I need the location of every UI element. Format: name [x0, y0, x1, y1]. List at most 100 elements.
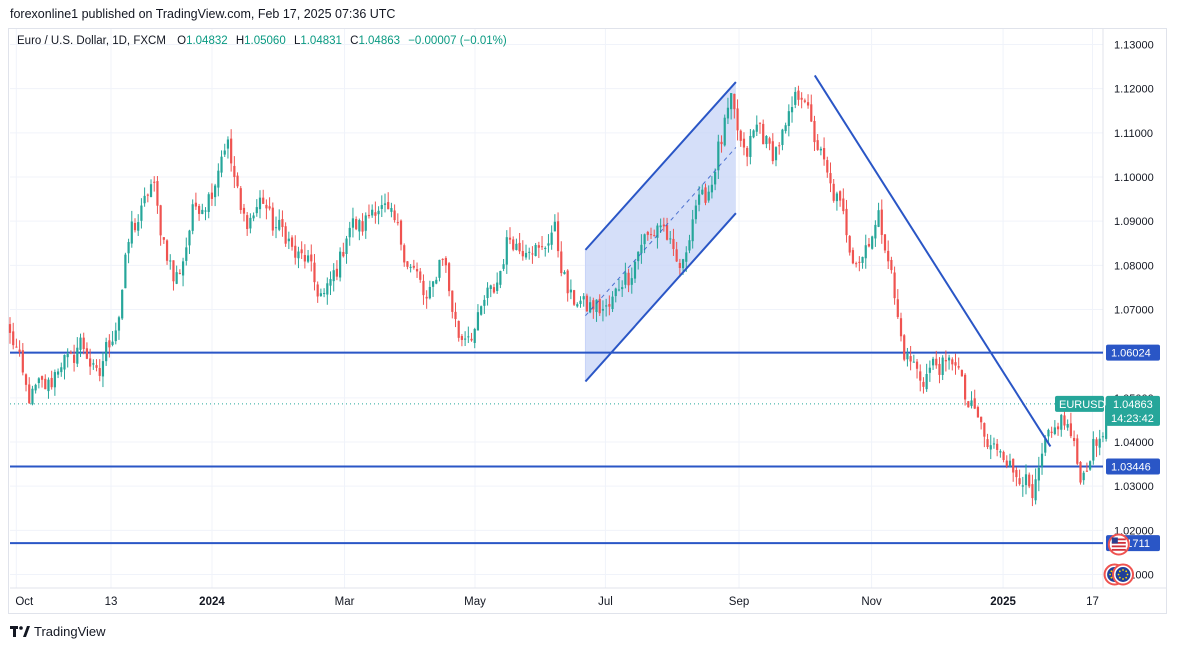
grid — [10, 29, 1166, 589]
x-tick-label: 13 — [105, 596, 118, 608]
candle-body — [156, 181, 159, 206]
y-tick-label: 1.13000 — [1114, 40, 1154, 52]
candle-body — [98, 367, 101, 376]
candle-body — [819, 148, 822, 151]
candle-body — [108, 340, 111, 348]
candle-body — [781, 129, 784, 145]
candle-body — [880, 209, 883, 235]
candle-body — [765, 136, 768, 145]
candle-body — [774, 147, 778, 161]
candle-body — [12, 331, 15, 346]
candle-body — [970, 400, 973, 407]
candle-body — [595, 299, 598, 313]
candle-body — [361, 221, 364, 232]
candle-body — [101, 361, 105, 377]
us-flag-event-icon[interactable] — [1107, 533, 1130, 556]
candles — [8, 85, 1111, 507]
countdown-label: 14:23:42 — [1111, 413, 1154, 425]
candle-body — [28, 384, 31, 404]
candle-body — [1012, 458, 1015, 473]
candle-body — [1024, 474, 1028, 486]
candle-body — [964, 374, 967, 400]
candle-body — [508, 237, 512, 240]
candle-body — [403, 245, 406, 263]
candle-body — [733, 93, 736, 110]
candle-body — [656, 225, 659, 238]
candle-body — [214, 185, 217, 198]
candle-body — [569, 289, 572, 293]
candle-body — [1098, 438, 1101, 448]
candle-body — [342, 252, 345, 257]
candle-body — [976, 407, 980, 418]
candle-body — [82, 337, 85, 350]
candle-body — [778, 145, 781, 147]
candle-body — [281, 219, 284, 228]
candle-body — [339, 251, 342, 278]
eu-flag-event-icon-2[interactable] — [1112, 563, 1135, 586]
candle-body — [601, 308, 605, 311]
candle-body — [877, 210, 880, 227]
candle-body — [1066, 424, 1069, 428]
candle-body — [662, 224, 665, 227]
candle-body — [874, 224, 877, 239]
candle-body — [515, 243, 518, 250]
candle-body — [524, 252, 528, 258]
symbol-title: Euro / U.S. Dollar, 1D, FXCM — [17, 35, 166, 47]
candle-body — [226, 139, 230, 149]
candle-body — [85, 348, 89, 359]
close-label: C — [350, 35, 359, 47]
candle-body — [707, 191, 710, 201]
candle-body — [124, 254, 127, 289]
candle-body — [826, 160, 829, 173]
candle-body — [585, 295, 589, 312]
tradingview-brand[interactable]: TradingView — [10, 624, 106, 639]
candle-body — [816, 140, 819, 150]
candle-body — [114, 330, 117, 342]
low-value: 1.04831 — [300, 35, 342, 47]
candle-body — [1050, 431, 1053, 433]
candle-body — [752, 130, 755, 138]
candle-body — [553, 221, 556, 232]
candle-body — [784, 125, 787, 132]
candle-body — [374, 212, 377, 216]
candle-body — [697, 194, 701, 205]
y-tick-label: 1.10000 — [1114, 172, 1154, 184]
candle-body — [1076, 438, 1079, 464]
channel-lower-line — [584, 212, 737, 383]
candle-body — [476, 312, 480, 331]
candle-body — [659, 225, 662, 228]
candle-body — [534, 244, 537, 256]
candle-body — [563, 272, 566, 275]
candle-body — [111, 341, 114, 345]
candle-body — [153, 181, 156, 183]
candle-body — [839, 191, 842, 201]
candle-body — [406, 261, 409, 267]
candle-body — [422, 280, 425, 296]
candle-body — [255, 207, 258, 214]
candle-body — [117, 317, 121, 331]
candle-body — [858, 261, 861, 263]
candle-body — [8, 324, 12, 333]
candle-body — [771, 141, 774, 162]
candle-body — [300, 249, 303, 254]
candle-body — [598, 298, 601, 314]
descending-trend-line — [813, 74, 1052, 447]
candle-body — [614, 288, 617, 297]
candle-body — [387, 202, 390, 210]
high-value: 1.05060 — [244, 35, 286, 47]
candle-body — [146, 194, 149, 196]
y-tick-label: 1.07000 — [1114, 305, 1154, 317]
candle-body — [287, 238, 290, 242]
candle-body — [803, 100, 806, 102]
candle-body — [572, 290, 576, 305]
candle-body — [887, 250, 890, 262]
candle-body — [95, 365, 98, 368]
price-axis: 1.13000 1.12000 1.11000 1.10000 1.09000 1.080… — [1114, 40, 1154, 582]
candle-body — [855, 263, 858, 265]
candle-body — [492, 287, 496, 293]
candle-body — [973, 398, 976, 409]
candle-body — [133, 222, 137, 231]
candle-body — [246, 215, 249, 229]
candle-body — [1069, 423, 1072, 437]
